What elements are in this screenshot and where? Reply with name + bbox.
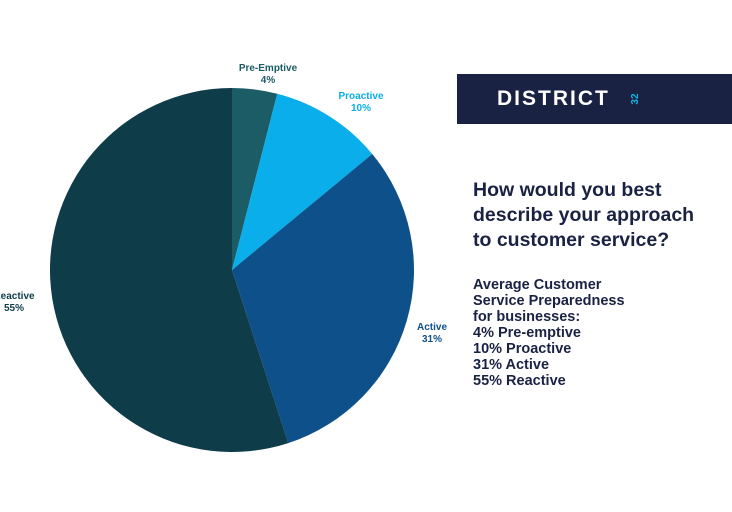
pie-label-reactive: Reactive55% (0, 291, 35, 314)
summary-line: 4% Pre-emptive (473, 325, 581, 341)
summary-line: Service Preparedness (473, 293, 625, 309)
pie-label-active: Active 31% (417, 322, 447, 345)
preparedness-summary: Average Customer Service Preparedness fo… (473, 277, 728, 389)
summary-line: 31% Active (473, 357, 550, 373)
brand-logo-text: DISTRICT (497, 87, 610, 110)
summary-line: for businesses: (473, 309, 581, 325)
brand-logo-number: 32 (629, 93, 641, 105)
pie-label-pre-emptive: Pre-Emptive 4% (239, 63, 298, 86)
summary-line: 10% Proactive (473, 341, 572, 357)
brand-banner: DISTRICT 32 (457, 74, 732, 124)
headline-question: How would you best describe your approac… (473, 179, 695, 251)
pie-slice-active (232, 153, 414, 444)
pie-slice-reactive (49, 87, 289, 452)
pie-label-proactive: Proactive 10% (338, 91, 383, 114)
pie-slices (49, 87, 414, 452)
summary-line: Average Customer (473, 277, 602, 293)
pie-slice-proactive (232, 93, 373, 270)
summary-line: 55% Reactive (473, 373, 566, 389)
pie-slice-pre-emptive (232, 88, 278, 270)
